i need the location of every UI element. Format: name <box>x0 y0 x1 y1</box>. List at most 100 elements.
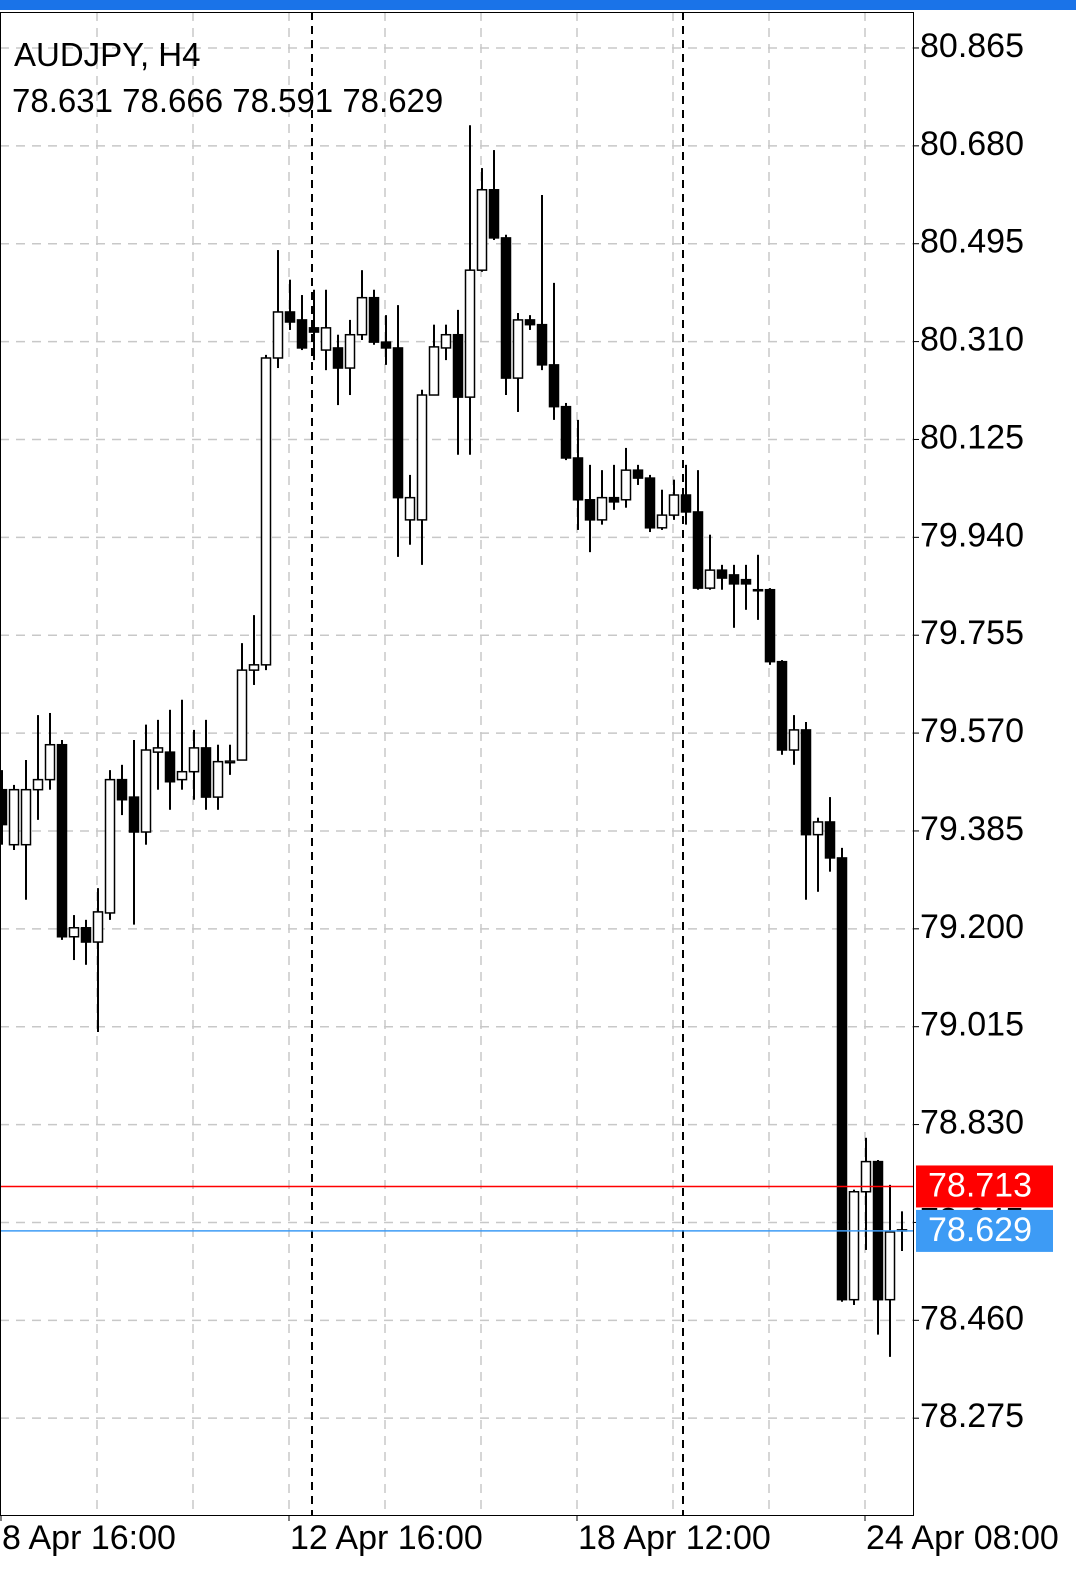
candle-body <box>608 496 620 503</box>
candle-body <box>692 511 704 589</box>
candle-body <box>32 778 44 791</box>
y-tick-label: 78.460 <box>920 1299 1024 1337</box>
y-tick-label: 80.495 <box>920 223 1024 261</box>
candle-body <box>116 778 128 801</box>
candle-body <box>212 760 224 798</box>
candle-body <box>752 588 764 592</box>
candle-body <box>680 494 692 513</box>
x-tick-label: 24 Apr 08:00 <box>866 1519 1059 1557</box>
candle-body <box>92 911 104 943</box>
candle-body <box>308 327 320 333</box>
top-bar <box>0 0 1076 10</box>
candle-body <box>500 237 512 379</box>
y-tick-label: 78.830 <box>920 1104 1024 1142</box>
candle-body <box>524 319 536 326</box>
candle-body <box>368 296 380 343</box>
candle-body <box>716 569 728 579</box>
y-tick-label: 79.015 <box>920 1006 1024 1044</box>
grid <box>0 12 913 1515</box>
candle-body <box>344 333 356 369</box>
candle-body <box>740 578 752 585</box>
candle-body <box>728 574 740 585</box>
candle-body <box>704 569 716 589</box>
candle-body <box>140 749 152 833</box>
candle-body <box>644 477 656 529</box>
candle-body <box>656 514 668 529</box>
candle-body <box>788 729 800 751</box>
candle-body <box>800 729 812 836</box>
x-tick-label: 18 Apr 12:00 <box>578 1519 771 1557</box>
candle-body <box>668 494 680 516</box>
y-tick-label: 78.275 <box>920 1397 1024 1435</box>
candle-body <box>512 319 524 379</box>
candle-body <box>776 660 788 751</box>
candle-body <box>620 469 632 501</box>
candle-body <box>536 323 548 366</box>
candle-body <box>248 664 260 671</box>
candle-body <box>764 588 776 663</box>
plot-frame <box>0 12 914 1516</box>
y-tick-label: 80.865 <box>920 27 1024 65</box>
candle-body <box>284 311 296 323</box>
candle-body <box>332 347 344 369</box>
candle-body <box>392 347 404 499</box>
candle-body <box>8 788 20 846</box>
y-tick-label: 79.570 <box>920 712 1024 750</box>
candle-body <box>152 747 164 753</box>
candle-body <box>68 927 80 938</box>
candle-body <box>128 796 140 833</box>
open-readout: 78.631 <box>12 82 113 119</box>
candle-body <box>584 499 596 521</box>
candle-body <box>56 743 68 938</box>
candle-body <box>824 821 836 859</box>
candle-body <box>356 296 368 336</box>
candle-body <box>548 364 560 408</box>
candle-body <box>236 669 248 761</box>
close-readout: 78.629 <box>342 82 444 119</box>
candle-body <box>476 189 488 271</box>
candle-body <box>20 788 32 846</box>
candle-body <box>848 1191 860 1301</box>
y-tick-label: 79.200 <box>920 908 1024 946</box>
candle-body <box>884 1231 896 1301</box>
candle-body <box>452 333 464 398</box>
candle-body <box>596 496 608 521</box>
y-tick-label: 79.385 <box>920 810 1024 848</box>
candle-body <box>836 857 848 1301</box>
price-label-box <box>916 1165 1053 1208</box>
y-tick-label: 80.310 <box>920 321 1024 359</box>
high-readout: 78.666 <box>122 82 224 119</box>
candle-body <box>860 1160 872 1193</box>
x-tick-label: 8 Apr 16:00 <box>2 1519 176 1557</box>
y-tick-label: 79.940 <box>920 516 1024 554</box>
candle-body <box>164 751 176 783</box>
low-readout: 78.591 <box>232 82 334 119</box>
candle-body <box>272 311 284 359</box>
symbol-title: AUDJPY, H4 <box>14 36 201 73</box>
candle-body <box>464 269 476 398</box>
candle-body <box>0 788 8 826</box>
candle-body <box>380 341 392 349</box>
ohlc-readout: 78.631 78.666 78.591 78.629 <box>12 82 443 120</box>
candle-body <box>428 346 440 396</box>
y-tick-label: 79.755 <box>920 614 1024 652</box>
candle-body <box>560 405 572 459</box>
candle-body <box>296 319 308 349</box>
candle-body <box>404 496 416 521</box>
candle-body <box>488 189 500 239</box>
candles <box>0 125 913 1357</box>
candle-body <box>812 821 824 836</box>
axis-labels: 80.865 80.680 80.495 80.310 80.125 79.940 79.7… <box>0 27 1059 1557</box>
candle-body <box>224 760 236 764</box>
candle-body <box>416 394 428 521</box>
candle-body <box>440 333 452 349</box>
candle-body <box>176 770 188 781</box>
price-label-box <box>916 1209 1053 1252</box>
y-tick-label: 80.125 <box>920 418 1024 456</box>
candle-body <box>104 778 116 914</box>
candle-body <box>320 327 332 351</box>
candle-body <box>44 743 56 781</box>
price-label: 78.713 <box>928 1166 1032 1204</box>
